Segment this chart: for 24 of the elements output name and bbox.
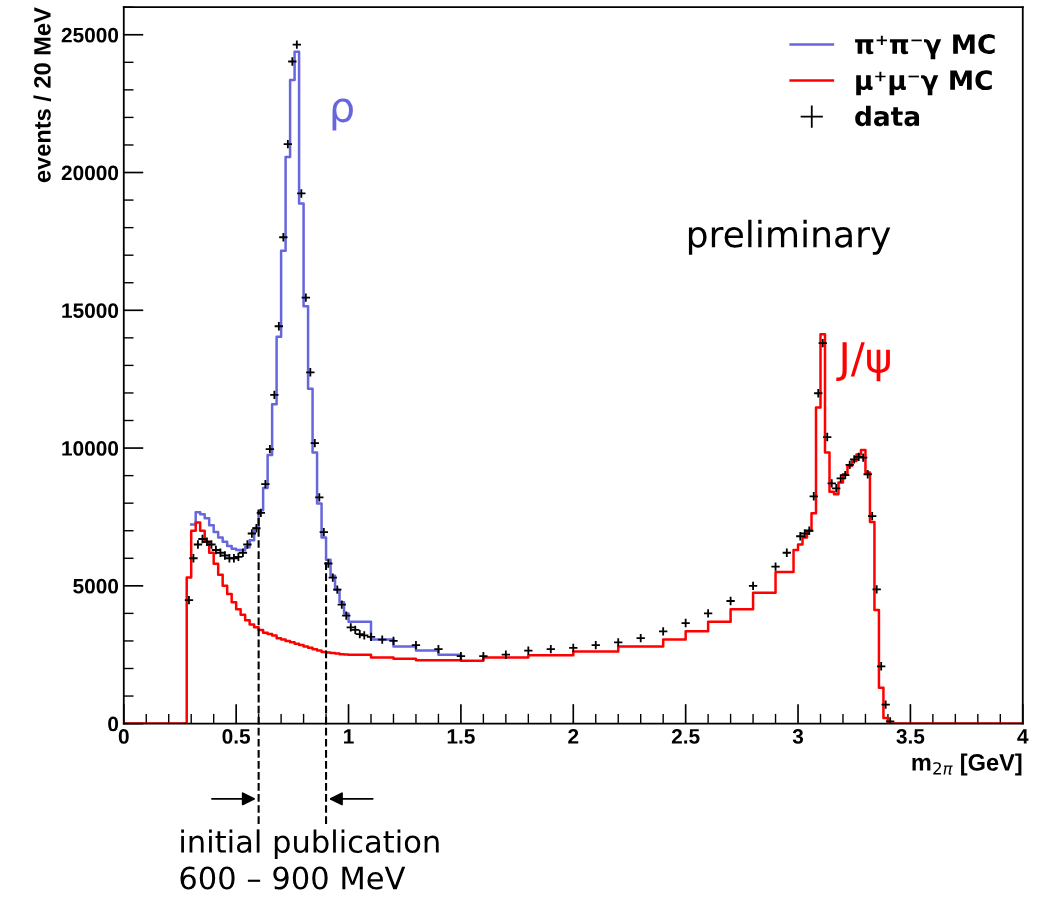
y-tick-label: 5000 [73, 578, 119, 594]
x-tick-label: 3.5 [896, 729, 925, 744]
text: initial publication 600 – 900 MeV [180, 829, 439, 890]
x-tick-label: 0.5 [222, 729, 251, 744]
x-tick-label: 3 [792, 729, 804, 744]
x-tick-label: 2.5 [671, 729, 700, 744]
x-tick-label: 0 [118, 729, 129, 744]
y-tick-label: 10000 [62, 441, 119, 456]
y-tick-label: 0 [108, 716, 119, 732]
annotation: preliminary [688, 219, 891, 255]
annotation: ρ [332, 98, 353, 131]
legend-label: π⁺π⁻γ MC [855, 34, 995, 60]
annotation: J/ψ [836, 342, 890, 382]
x-tick-label: 1 [344, 729, 354, 744]
y-tick-label: 25000 [61, 27, 119, 43]
y-tick-label: 15000 [62, 303, 119, 319]
x-axis-title: m$_{2π}$ [GeV] [912, 753, 1022, 776]
legend-label: μ⁺μ⁻γ MC [856, 70, 992, 96]
x-tick-label: 4 [1017, 729, 1029, 744]
x-tick-label: 2 [568, 729, 579, 744]
y-tick-label: 20000 [61, 165, 119, 181]
y-axis-title: events / 20 MeV [33, 7, 52, 183]
legend-label: data [855, 105, 920, 127]
x-tick-label: 1.5 [447, 729, 475, 744]
